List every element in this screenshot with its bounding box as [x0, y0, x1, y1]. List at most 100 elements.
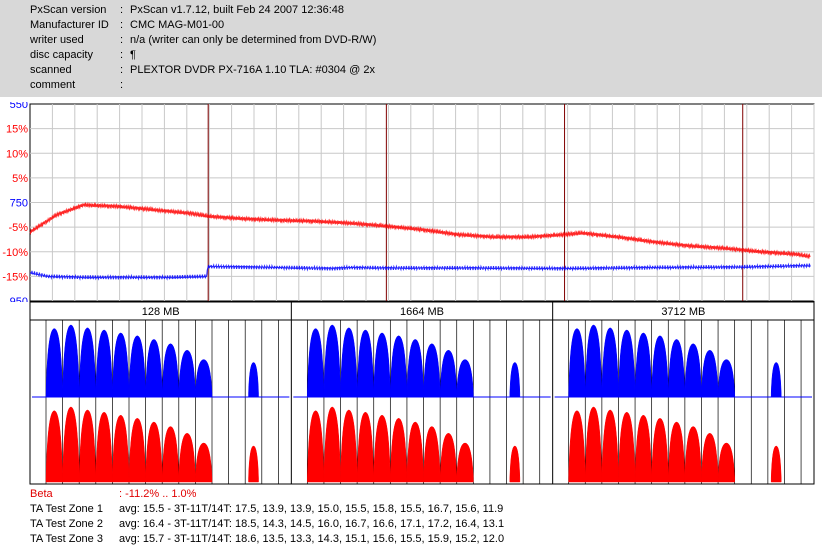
y-tick-label: -10% — [2, 247, 28, 259]
ta-top-lobe — [770, 362, 782, 398]
ta-bottom-lobe — [307, 410, 325, 483]
ta-zone-label: TA Test Zone 1 — [30, 503, 103, 515]
ta-top-lobe — [62, 324, 80, 398]
ta-bottom-lobe — [634, 414, 652, 483]
beta-value: : -11.2% .. 1.0% — [119, 488, 197, 500]
jitter-series-line — [29, 262, 811, 281]
ta-bottom-lobe — [585, 406, 603, 483]
ta-top-lobe — [618, 329, 636, 398]
ta-top-lobe — [161, 343, 180, 398]
ta-bottom-lobe — [145, 421, 163, 483]
ta-bottom-lobe — [684, 426, 702, 483]
ta-top-lobe — [340, 327, 358, 398]
ta-bottom-lobe — [45, 410, 63, 483]
ta-bottom-lobe — [323, 406, 341, 483]
ta-top-lobe — [307, 328, 325, 398]
ta-top-lobe — [128, 335, 146, 398]
ta-zone-label: TA Test Zone 3 — [30, 533, 103, 545]
info-separator: : — [120, 64, 124, 76]
y-tick-label: 750 — [10, 198, 28, 210]
info-key: PxScan version — [30, 4, 107, 16]
ta-bottom-lobe — [112, 414, 130, 483]
ta-top-lobe — [78, 327, 97, 398]
scan-chart: 550 15% 10% 5% 750 -5% -10% -15% 950 — [2, 102, 815, 302]
ta-top-lobe — [248, 362, 259, 398]
info-value: n/a (writer can only be determined from … — [130, 34, 377, 46]
info-separator: : — [120, 49, 124, 61]
info-key: Manufacturer ID — [30, 19, 109, 31]
ta-test-chart: 128 MB 1664 MB 3712 MB — [29, 301, 815, 485]
ta-top-lobe — [439, 349, 457, 398]
ta-top-lobe — [568, 328, 586, 398]
y-tick-label: 15% — [6, 124, 28, 136]
ta-top-lobe — [423, 343, 441, 398]
info-value: ¶ — [130, 49, 136, 61]
ta-bottom-lobe — [373, 414, 391, 483]
ta-bottom-lobe — [509, 445, 521, 483]
ta-bottom-lobe — [161, 426, 180, 483]
ta-top-lobe — [601, 327, 619, 398]
ta-bottom-lobe — [601, 409, 619, 483]
ta-bottom-lobe — [62, 406, 80, 483]
ta-bottom-lobe — [456, 442, 474, 483]
beta-label: Beta — [30, 488, 53, 500]
y-tick-label: -15% — [2, 271, 28, 283]
ta-bottom-lobe — [195, 442, 213, 483]
ta-bottom-lobe — [717, 442, 735, 483]
info-panel: PxScan version: PxScan v1.7.12, built Feb… — [0, 0, 822, 97]
info-separator: : — [120, 19, 124, 31]
ta-zone-row: TA Test Zone 3 avg: 15.7 - 3T-11T/14T: 1… — [30, 532, 810, 547]
y-tick-label: 10% — [6, 148, 28, 160]
ta-bottom-lobe — [406, 421, 424, 483]
ta-top-lobe — [95, 329, 113, 398]
ta-top-lobe — [178, 349, 196, 398]
ta-top-lobe — [145, 339, 163, 398]
info-separator: : — [120, 79, 124, 91]
ta-bottom-lobe — [356, 411, 374, 483]
ta-top-lobe — [509, 362, 521, 398]
ta-top-lobe — [373, 332, 391, 398]
info-key: writer used — [30, 34, 84, 46]
ta-bottom-lobe — [668, 421, 686, 483]
ta-bottom-lobe — [423, 426, 441, 483]
info-value: CMC MAG-M01-00 — [130, 19, 225, 31]
ta-bottom-lobe — [618, 411, 636, 483]
ta-bottom-lobe — [439, 432, 457, 483]
summary-panel: Beta : -11.2% .. 1.0% TA Test Zone 1 avg… — [30, 487, 810, 547]
ta-zone-row: TA Test Zone 2 avg: 16.4 - 3T-11T/14T: 1… — [30, 517, 810, 532]
ta-top-lobe — [406, 339, 424, 398]
ta-top-lobe — [651, 335, 669, 398]
zone-label: 128 MB — [142, 306, 180, 318]
info-key: scanned — [30, 64, 72, 76]
ta-top-lobe — [585, 324, 603, 398]
ta-bottom-lobe — [128, 417, 146, 483]
ta-top-lobe — [684, 343, 702, 398]
ta-top-lobe — [634, 332, 652, 398]
ta-bottom-lobe — [78, 409, 97, 483]
ta-top-lobe — [717, 359, 735, 398]
beta-series-line — [29, 201, 811, 260]
y-tick-label: 550 — [10, 102, 28, 111]
ta-bottom-lobe — [248, 445, 259, 483]
ta-top-lobe — [701, 349, 719, 398]
ta-zone-row: TA Test Zone 1 avg: 15.5 - 3T-11T/14T: 1… — [30, 502, 810, 517]
info-value: PxScan v1.7.12, built Feb 24 2007 12:36:… — [130, 4, 345, 16]
info-separator: : — [120, 4, 124, 16]
info-value: PLEXTOR DVDR PX-716A 1.10 TLA: #0304 @ 2… — [130, 64, 375, 76]
ta-top-lobe — [195, 359, 213, 398]
ta-bottom-lobe — [340, 409, 358, 483]
ta-bottom-lobe — [770, 445, 782, 483]
info-key: disc capacity — [30, 49, 93, 61]
ta-zone-value: avg: 15.7 - 3T-11T/14T: 18.6, 13.5, 13.3… — [119, 533, 505, 545]
ta-top-lobe — [456, 359, 474, 398]
ta-top-lobe — [323, 324, 341, 398]
ta-bottom-lobe — [390, 417, 408, 483]
y-tick-label: 5% — [12, 173, 28, 185]
ta-bottom-lobe — [568, 410, 586, 483]
ta-top-lobe — [390, 335, 408, 398]
info-separator: : — [120, 34, 124, 46]
ta-bottom-lobe — [178, 432, 196, 483]
info-key: comment — [30, 79, 76, 91]
zone-label: 3712 MB — [661, 306, 705, 318]
ta-top-lobe — [45, 328, 63, 398]
